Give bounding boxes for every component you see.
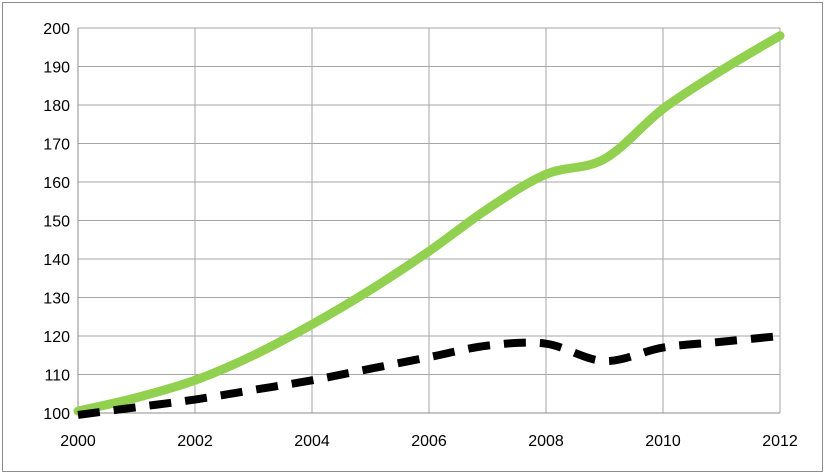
y-tick-label: 100	[43, 406, 70, 423]
y-tick-label: 110	[44, 368, 70, 385]
x-tick-label: 2010	[645, 433, 681, 450]
y-tick-label: 200	[43, 21, 70, 38]
y-tick-label: 130	[43, 291, 70, 308]
y-tick-label: 160	[43, 175, 70, 192]
y-tick-labels: 100 110 120 130 140 150 160 170 180 190 200	[43, 21, 70, 423]
y-tick-label: 190	[43, 60, 70, 77]
y-tick-label: 170	[43, 137, 70, 154]
y-tick-label: 150	[43, 214, 70, 231]
x-tick-label: 2012	[762, 433, 798, 450]
series-line-dashed	[77, 332, 781, 419]
y-tick-label: 140	[43, 252, 70, 269]
series-line-solid	[73, 31, 785, 416]
x-tick-label: 2000	[60, 433, 96, 450]
x-tick-label: 2004	[294, 433, 330, 450]
x-tick-labels: 2000 2002 2004 2006 2008 2010 2012	[60, 433, 798, 450]
x-tick-label: 2002	[177, 433, 213, 450]
x-tick-label: 2008	[528, 433, 564, 450]
gridlines	[77, 27, 781, 414]
axes	[77, 28, 780, 414]
y-tick-label: 120	[43, 329, 70, 346]
x-tick-label: 2006	[411, 433, 447, 450]
series-lines	[73, 31, 785, 419]
y-tick-label: 180	[43, 98, 70, 115]
